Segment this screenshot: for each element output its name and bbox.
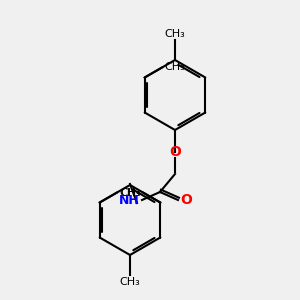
Text: CH₃: CH₃: [165, 29, 185, 39]
Text: CH₃: CH₃: [164, 62, 185, 73]
Text: O: O: [169, 145, 181, 159]
Text: CH₃: CH₃: [120, 188, 141, 197]
Text: NH: NH: [119, 194, 140, 206]
Text: CH₃: CH₃: [120, 277, 140, 287]
Text: O: O: [180, 193, 192, 207]
Text: CH₃: CH₃: [119, 188, 140, 197]
